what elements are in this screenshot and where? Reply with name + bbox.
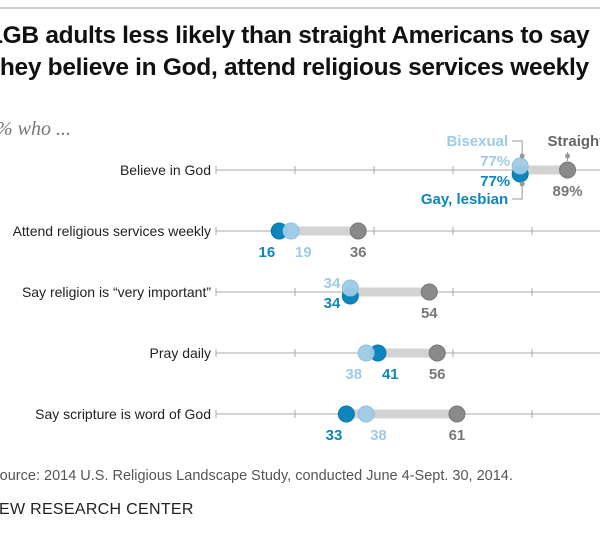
category-label: Believe in God — [120, 162, 211, 178]
value-label-straight: 54 — [421, 305, 438, 322]
value-label-gay-lesbian: 33 — [326, 427, 343, 444]
value-label-bisexual: 38 — [370, 427, 387, 444]
value-label-straight: 61 — [449, 427, 466, 444]
dot-bisexual — [357, 344, 375, 362]
value-label-straight: 36 — [350, 244, 367, 261]
dot-straight — [559, 161, 577, 179]
category-label: Attend religious services weekly — [13, 223, 211, 239]
category-label: Pray daily — [150, 345, 211, 361]
top-rule — [0, 7, 600, 9]
value-label-gay-lesbian: 34 — [324, 295, 341, 312]
category-label: Say scripture is word of God — [35, 406, 211, 422]
value-label-bisexual: 77% — [480, 153, 510, 170]
value-label-bisexual: 19 — [295, 244, 312, 261]
title-line-1: LGB adults less likely than straight Ame… — [0, 22, 590, 49]
dot-straight — [428, 344, 446, 362]
legend-leader-dot — [565, 153, 571, 159]
pew-logo: PEW RESEARCH CENTER — [0, 501, 194, 518]
value-label-bisexual: 38 — [345, 366, 362, 383]
value-label-gay-lesbian: 41 — [382, 366, 399, 383]
value-label-gay-lesbian: 77% — [480, 173, 510, 190]
category-label: Say religion is “very important” — [22, 284, 211, 300]
dot-bisexual — [341, 279, 359, 297]
legend-bisexual: Bisexual — [446, 133, 508, 150]
dot-straight — [420, 283, 438, 301]
dot-bisexual — [282, 222, 300, 240]
legend-leader-bisexual — [512, 140, 523, 156]
value-label-straight: 89% — [553, 183, 583, 200]
legend-leader-gay-lesbian — [512, 184, 523, 200]
value-label-gay-lesbian: 16 — [259, 244, 276, 261]
chart-title: LGB adults less likely than straight Ame… — [0, 20, 600, 84]
dot-straight — [448, 405, 466, 423]
source-note: Source: 2014 U.S. Religious Landscape St… — [0, 468, 513, 484]
dot-straight — [349, 222, 367, 240]
chart-subtitle: % who ... — [0, 118, 71, 140]
legend-gay-lesbian: Gay, lesbian — [421, 191, 508, 208]
value-label-straight: 56 — [429, 366, 446, 383]
value-label-bisexual: 34 — [324, 275, 341, 292]
dot-bisexual — [357, 405, 375, 423]
legend-leader-dot — [519, 181, 525, 187]
dot-bisexual — [511, 157, 529, 175]
legend-leader-dot — [519, 153, 525, 159]
dot-gay-lesbian — [337, 405, 355, 423]
legend-straight: Straight — [548, 133, 600, 150]
title-line-2: they believe in God, attend religious se… — [0, 54, 589, 81]
